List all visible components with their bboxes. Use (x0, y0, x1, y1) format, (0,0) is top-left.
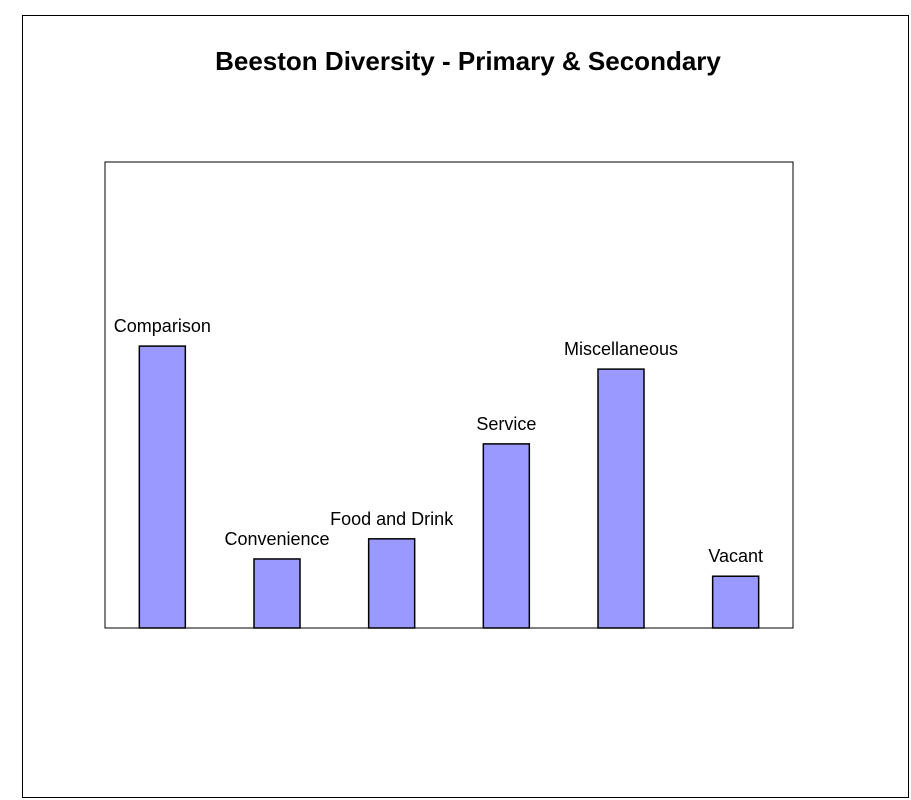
bar-service (482, 443, 531, 629)
bar-comparison (138, 345, 187, 629)
bar-label-comparison: Comparison (114, 316, 211, 336)
bar-vacant (711, 575, 760, 629)
bar-label-food-and-drink: Food and Drink (330, 509, 454, 529)
bar-convenience (253, 558, 301, 629)
plot-area (104, 161, 794, 629)
bar-label-convenience: Convenience (224, 529, 329, 549)
chart-title: Beeston Diversity - Primary & Secondary (215, 46, 721, 76)
bar-label-miscellaneous: Miscellaneous (564, 339, 678, 359)
bar-food-and-drink (367, 538, 416, 629)
bar-label-vacant: Vacant (708, 546, 763, 566)
bars-layer (138, 345, 760, 629)
bar-miscellaneous (597, 368, 645, 629)
bar-label-service: Service (476, 414, 536, 434)
